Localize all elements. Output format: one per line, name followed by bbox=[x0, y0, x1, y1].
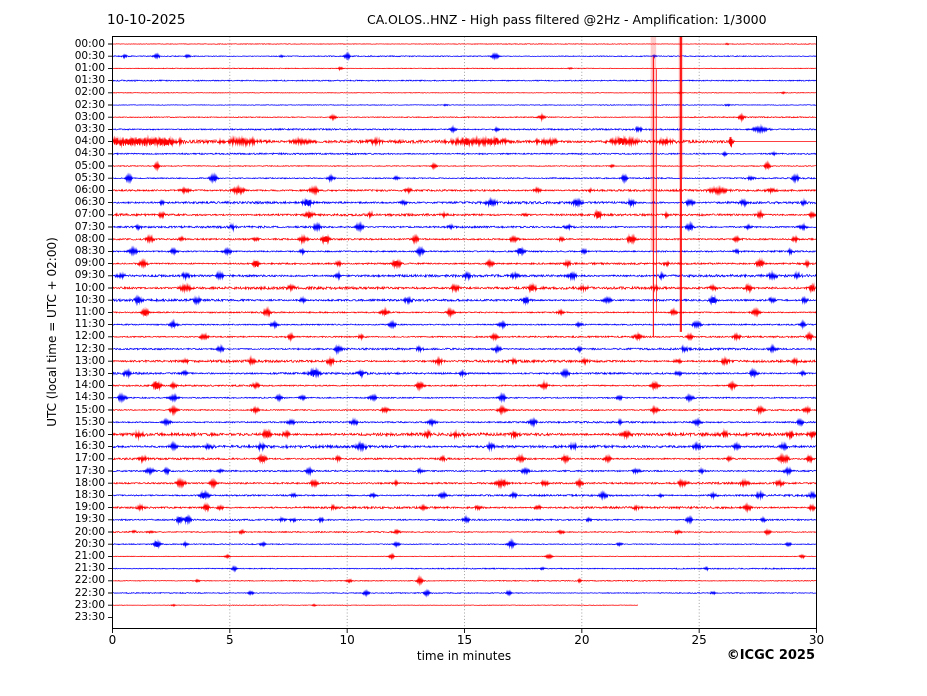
y-tick-label: 13:30 bbox=[74, 366, 105, 379]
y-tick-label: 20:30 bbox=[74, 537, 105, 550]
y-tick-label: 22:30 bbox=[74, 586, 105, 599]
y-tick-label: 02:00 bbox=[74, 86, 105, 99]
y-tick-label: 10:00 bbox=[74, 281, 105, 294]
y-tick-label: 11:00 bbox=[74, 305, 105, 318]
y-tick-label: 22:00 bbox=[74, 574, 105, 587]
y-tick-label: 03:30 bbox=[74, 122, 105, 135]
y-tick-label: 07:00 bbox=[74, 208, 105, 221]
y-tick-label: 12:30 bbox=[74, 342, 105, 355]
y-tick-label: 20:00 bbox=[74, 525, 105, 538]
y-tick-label: 23:00 bbox=[74, 598, 105, 611]
x-axis-label: time in minutes bbox=[416, 649, 512, 663]
y-tick-label: 01:00 bbox=[74, 61, 105, 74]
y-tick-label: 02:30 bbox=[74, 98, 105, 111]
y-tick-label: 19:30 bbox=[74, 513, 105, 526]
y-axis-label: UTC (local time = UTC + 02:00) bbox=[45, 237, 59, 427]
station-title: CA.OLOS..HNZ - High pass filtered @2Hz -… bbox=[367, 12, 767, 27]
y-tick-label: 07:30 bbox=[74, 220, 105, 233]
x-tick-label: 5 bbox=[226, 633, 234, 647]
x-tick-label: 20 bbox=[574, 633, 590, 647]
y-tick-label: 05:30 bbox=[74, 171, 105, 184]
y-tick-label: 21:00 bbox=[74, 549, 105, 562]
y-tick-label: 14:00 bbox=[74, 379, 105, 392]
y-tick-label: 18:30 bbox=[74, 488, 105, 501]
y-tick-label: 04:00 bbox=[74, 135, 105, 148]
y-tick-label: 03:00 bbox=[74, 110, 105, 123]
y-tick-label: 17:30 bbox=[74, 464, 105, 477]
y-tick-label: 10:30 bbox=[74, 293, 105, 306]
copyright-text: ©ICGC 2025 bbox=[726, 648, 815, 663]
y-tick-label: 16:00 bbox=[74, 427, 105, 440]
y-tick-label: 09:00 bbox=[74, 257, 105, 270]
y-tick-label: 15:30 bbox=[74, 415, 105, 428]
y-tick-label: 06:30 bbox=[74, 196, 105, 209]
x-tick-label: 0 bbox=[108, 633, 117, 647]
date-title: 10-10-2025 bbox=[107, 12, 186, 28]
y-tick-label: 09:30 bbox=[74, 269, 105, 282]
y-tick-label: 04:30 bbox=[74, 147, 105, 160]
y-tick-label: 11:30 bbox=[74, 318, 105, 331]
y-tick-label: 06:00 bbox=[74, 183, 105, 196]
y-tick-label: 08:30 bbox=[74, 244, 105, 257]
x-tick-label: 10 bbox=[339, 633, 355, 647]
y-tick-label: 23:30 bbox=[74, 610, 105, 623]
y-tick-label: 00:30 bbox=[74, 49, 105, 62]
y-tick-label: 16:30 bbox=[74, 440, 105, 453]
y-tick-label: 19:00 bbox=[74, 501, 105, 514]
x-tick-label: 30 bbox=[808, 633, 825, 647]
y-tick-label: 00:00 bbox=[74, 37, 105, 50]
y-tick-label: 21:30 bbox=[74, 562, 105, 575]
y-tick-label: 17:00 bbox=[74, 452, 105, 465]
y-tick-label: 15:00 bbox=[74, 403, 105, 416]
x-tick-label: 25 bbox=[691, 633, 707, 647]
y-tick-label: 13:00 bbox=[74, 354, 105, 367]
y-tick-label: 01:30 bbox=[74, 74, 105, 87]
y-tick-label: 14:30 bbox=[74, 391, 105, 404]
y-tick-label: 12:00 bbox=[74, 330, 105, 343]
y-tick-label: 18:00 bbox=[74, 476, 105, 489]
y-tick-label: 05:00 bbox=[74, 159, 105, 172]
y-tick-label: 08:00 bbox=[74, 232, 105, 245]
x-tick-label: 15 bbox=[456, 633, 473, 647]
